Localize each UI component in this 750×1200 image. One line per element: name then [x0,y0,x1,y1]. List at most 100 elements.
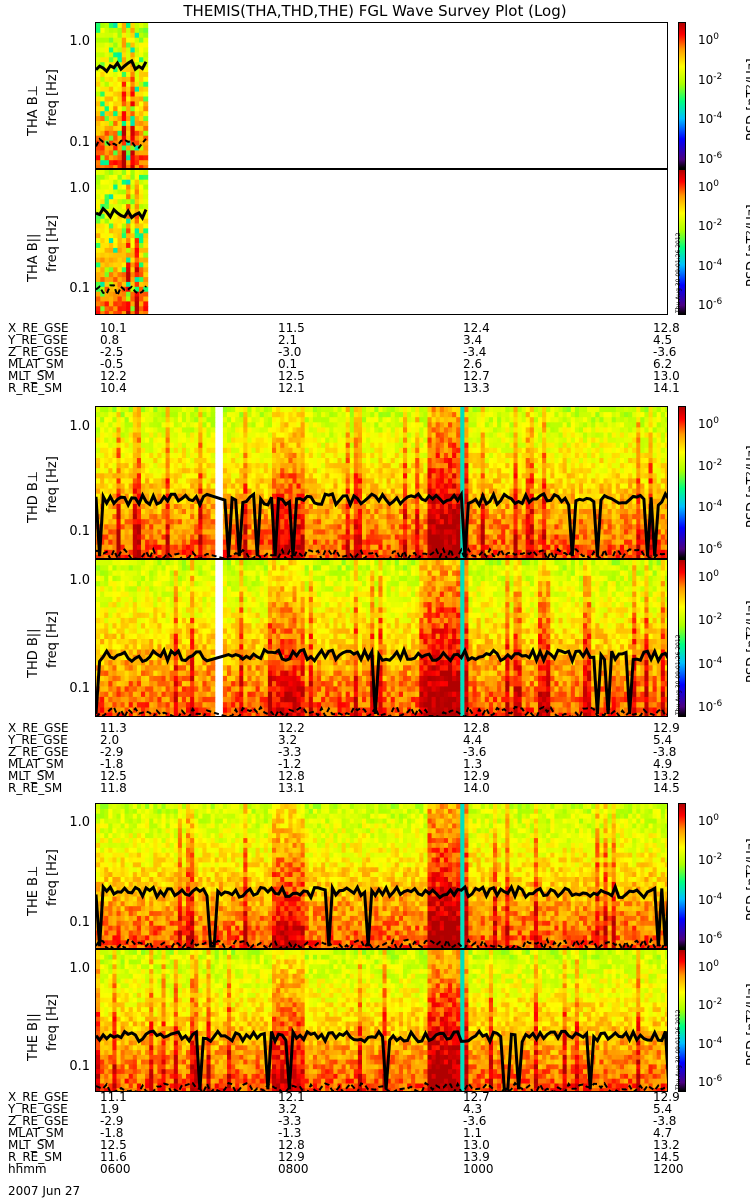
spectrogram-cell [284,427,289,434]
spectrogram-cell [624,473,629,479]
spectrogram-cell [341,447,347,454]
spectrogram-cell [439,407,445,413]
spectrogram-cell [329,463,334,469]
spectrogram-cell [231,539,236,546]
spectrogram-cell [357,503,363,510]
spectrogram-cell [139,238,144,244]
spectrogram-cell [439,452,445,459]
spectrogram-cell [583,503,588,510]
spectrogram-cell [312,422,318,428]
spectrogram-cell [403,534,408,541]
spectrogram-cell [525,432,531,439]
spectrogram-cell [153,483,158,490]
spectrogram-cell [521,437,527,444]
spectrogram-cell [130,291,136,298]
spectrogram-cell [317,468,322,474]
spectrogram-cell [128,447,134,454]
spectrogram-cell [173,488,179,495]
spectrogram-cell [239,412,244,418]
spectrogram-cell [337,407,343,413]
spectrogram-cell [194,488,199,495]
spectrogram-cell [130,252,136,259]
spectrogram-cell [337,463,343,469]
spectrogram-cell [595,498,600,505]
spectrogram-cell [431,412,437,418]
spectrogram-cell [292,554,298,558]
spectrogram-cell [165,514,171,520]
spectrogram-cell [574,427,580,434]
spectrogram-cell [143,145,149,151]
spectrogram-cell [113,72,119,78]
spectrogram-cell [472,452,478,459]
spectrogram-cell [411,488,416,495]
spectrogram-cell [386,422,392,428]
spectrogram-cell [349,549,355,556]
spectrogram-cell [263,473,269,479]
spectrogram-cell [243,493,248,500]
spectrogram-cell [222,417,228,423]
spectrogram-cell [439,478,445,485]
spectrogram-cell [644,412,650,418]
spectrogram-cell [108,301,114,307]
spectrogram-cell [139,72,144,78]
spectrogram-cell [124,488,130,495]
spectrogram-cell [126,174,131,181]
spectrogram-cell [121,23,127,29]
spectrogram-cell [104,639,109,645]
spectrogram-cell [591,458,596,464]
spectrogram-cell [130,306,136,312]
spectrogram-cell [591,412,596,418]
spectrogram-cell [317,452,322,459]
spectrogram-cell [121,145,127,151]
spectrogram-cell [628,452,633,459]
spectrogram-cell [370,498,375,505]
spectrogram-cell [284,539,289,546]
spectrogram-cell [104,257,110,264]
spectrogram-cell [509,468,515,474]
spectrogram-cell [472,442,478,449]
spectrogram-cell [317,442,322,449]
spectrogram-cell [121,228,127,234]
spectrogram-cell [113,204,119,210]
spectrogram-cell [243,407,248,413]
spectrogram-cell [493,468,498,474]
spectrogram-cell [239,417,244,423]
spectrogram-cell [121,306,127,312]
spectrogram-cell [628,519,633,525]
spectrogram-cell [443,539,449,546]
spectrogram-cell [648,478,654,485]
spectrogram-cell [113,194,119,200]
spectrogram-cell [656,417,662,423]
spectrogram-cell [595,483,600,490]
spectrogram-cell [143,101,149,107]
spectrogram-cell [112,509,118,515]
spectrogram-cell [288,417,294,423]
spectrogram-cell [546,412,551,418]
spectrogram-cell [591,493,596,500]
spectrogram-cell [398,529,404,536]
spectrogram-cell [345,529,351,536]
spectrogram-cell [321,488,326,495]
spectrogram-cell [124,407,130,413]
spectrogram-cell [177,478,183,485]
spectrogram-cell [169,483,175,490]
spectrogram-cell [443,417,449,423]
spectrogram-cell [210,427,216,434]
spectrogram-cell [574,529,580,536]
spectrogram-cell [126,101,131,107]
spectrogram-cell [194,452,199,459]
spectrogram-cell [419,468,424,474]
spectrogram-cell [439,483,445,490]
spectrogram-cell [341,498,347,505]
spectrogram-cell [96,296,101,302]
spectrogram-cell [169,473,175,479]
spectrogram-cell [177,514,183,520]
spectrogram-cell [100,252,106,259]
spectrogram-cell [415,427,420,434]
spectrogram-cell [656,442,662,449]
spectrogram-cell [280,447,285,454]
spectrogram-cell [104,670,109,677]
spectrogram-cell [143,228,149,234]
spectrogram-cell [263,549,269,556]
spectrogram-cell [141,483,146,490]
